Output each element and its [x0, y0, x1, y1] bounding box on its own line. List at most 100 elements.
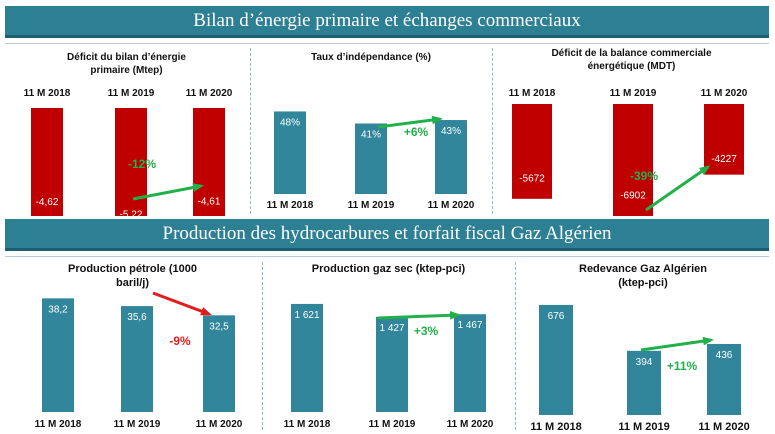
chart-title: Déficit de la balance commerciale [551, 48, 712, 59]
chart-balance-commerciale: Déficit de la balance commerciale énergét… [509, 48, 748, 216]
bar [274, 111, 306, 194]
value-label: -4227 [711, 154, 737, 165]
change-label: +6% [404, 125, 429, 139]
category-label: 11 M 2020 [196, 419, 243, 430]
bar [355, 123, 387, 194]
category-label: 11 M 2019 [108, 88, 155, 99]
change-arrow [377, 117, 441, 129]
chart-panel-deficit-bilan: Déficit du bilan d’énergie primaire (Mtep… [5, 44, 248, 216]
bar [704, 104, 744, 175]
panel-separator [250, 48, 251, 214]
value-label: 1 427 [379, 323, 404, 334]
change-label: -12% [128, 157, 156, 171]
chart-title: Production pétrole (1000 [68, 263, 197, 275]
chart-panel-production-gaz: Production gaz sec (ktep-pci) 11 M 2018 11… [264, 257, 513, 433]
value-label: -5672 [519, 174, 545, 185]
chart-title: (ktep-pci) [618, 277, 668, 289]
change-arrow-head [702, 336, 714, 346]
chart-title: Redevance Gaz Algérien [579, 263, 707, 275]
chart-panel-taux-independance: Taux d’indépendance (%) 11 M 2018 11 M 201… [252, 44, 490, 216]
bar [193, 108, 225, 216]
bar [435, 120, 467, 194]
chart-title: baril/j) [116, 277, 149, 289]
bar [121, 306, 153, 412]
bar [707, 343, 741, 415]
change-arrow-head [200, 307, 212, 316]
bar [31, 108, 63, 216]
bar [627, 350, 661, 415]
chart-taux-independance: Taux d’indépendance (%) 11 M 2018 11 M 201… [267, 52, 475, 211]
change-arrow-head [449, 310, 461, 320]
value-label: 43% [441, 126, 461, 137]
category-label: 11 M 2019 [610, 88, 657, 99]
change-label: -39% [630, 169, 658, 183]
change-arrow [152, 291, 210, 316]
value-label: 35,6 [127, 312, 147, 323]
value-label: 41% [361, 129, 381, 140]
chart-title: énergétique (MDT) [588, 61, 676, 72]
value-label: 436 [716, 350, 733, 361]
value-label: -4,62 [36, 197, 59, 208]
bar [613, 104, 653, 216]
change-label: +3% [414, 324, 439, 338]
value-label: 394 [636, 357, 653, 368]
value-label: 1 621 [294, 310, 319, 321]
top-section-divider [5, 43, 769, 44]
category-label: 11 M 2018 [267, 200, 314, 211]
chart-deficit-bilan: Déficit du bilan d’énergie primaire (Mtep… [24, 52, 233, 216]
change-arrow [640, 338, 712, 352]
value-label: 48% [280, 117, 300, 128]
value-label: 676 [548, 311, 565, 322]
change-arrow-head [431, 115, 443, 125]
bottom-banner-title: Production des hydrocarbures et forfait … [162, 223, 612, 244]
bar [454, 314, 486, 412]
change-arrow [132, 184, 202, 201]
change-arrow [377, 313, 459, 320]
chart-panel-production-petrole: Production pétrole (1000 baril/j) 11 M 201… [5, 257, 260, 433]
chart-title: Taux d’indépendance (%) [311, 52, 431, 63]
value-label: 32,5 [209, 321, 229, 332]
category-label: 11 M 2019 [369, 419, 416, 430]
change-label: -9% [169, 334, 191, 348]
value-label: 1 467 [457, 320, 482, 331]
category-label: 11 M 2018 [35, 419, 82, 430]
bar [512, 104, 552, 199]
top-banner-title: Bilan d’énergie primaire et échanges com… [193, 10, 581, 31]
bar [42, 298, 74, 412]
category-label: 11 M 2018 [530, 421, 581, 433]
value-label: -4,61 [198, 197, 221, 208]
bar [203, 315, 235, 412]
category-label: 11 M 2019 [618, 421, 669, 433]
category-label: 11 M 2018 [509, 88, 556, 99]
value-label: -5,22 [120, 209, 143, 216]
category-label: 11 M 2018 [24, 88, 71, 99]
category-label: 11 M 2020 [701, 88, 748, 99]
change-arrow-head [192, 183, 204, 192]
panel-separator [492, 48, 493, 214]
bottom-banner: Production des hydrocarbures et forfait … [5, 219, 769, 251]
category-label: 11 M 2020 [698, 421, 749, 433]
category-label: 11 M 2019 [348, 200, 395, 211]
chart-panel-redevance-gaz: Redevance Gaz Algérien (ktep-pci) 11 M 201… [517, 257, 769, 433]
bar [539, 304, 573, 415]
chart-title: primaire (Mtep) [90, 65, 162, 76]
category-label: 11 M 2020 [447, 419, 494, 430]
category-label: 11 M 2018 [284, 419, 331, 430]
top-banner: Bilan d’énergie primaire et échanges com… [5, 6, 769, 38]
value-label: -6902 [620, 191, 646, 202]
chart-redevance-gaz: Redevance Gaz Algérien (ktep-pci) 11 M 201… [530, 263, 749, 433]
change-arrow [645, 165, 709, 212]
chart-production-petrole: Production pétrole (1000 baril/j) 11 M 201… [35, 263, 243, 430]
bar [291, 303, 323, 412]
category-label: 11 M 2020 [186, 88, 233, 99]
chart-title: Production gaz sec (ktep-pci) [312, 263, 466, 275]
panel-separator [262, 262, 263, 430]
change-label: +11% [667, 359, 698, 373]
chart-title: Déficit du bilan d’énergie [67, 52, 186, 63]
bar [376, 316, 408, 412]
bottom-section-divider [5, 256, 769, 257]
chart-panel-balance-commerciale: Déficit de la balance commerciale énergét… [494, 44, 769, 216]
change-arrow-head [699, 165, 711, 176]
category-label: 11 M 2019 [114, 419, 161, 430]
chart-production-gaz: Production gaz sec (ktep-pci) 11 M 2018 11… [284, 263, 494, 430]
